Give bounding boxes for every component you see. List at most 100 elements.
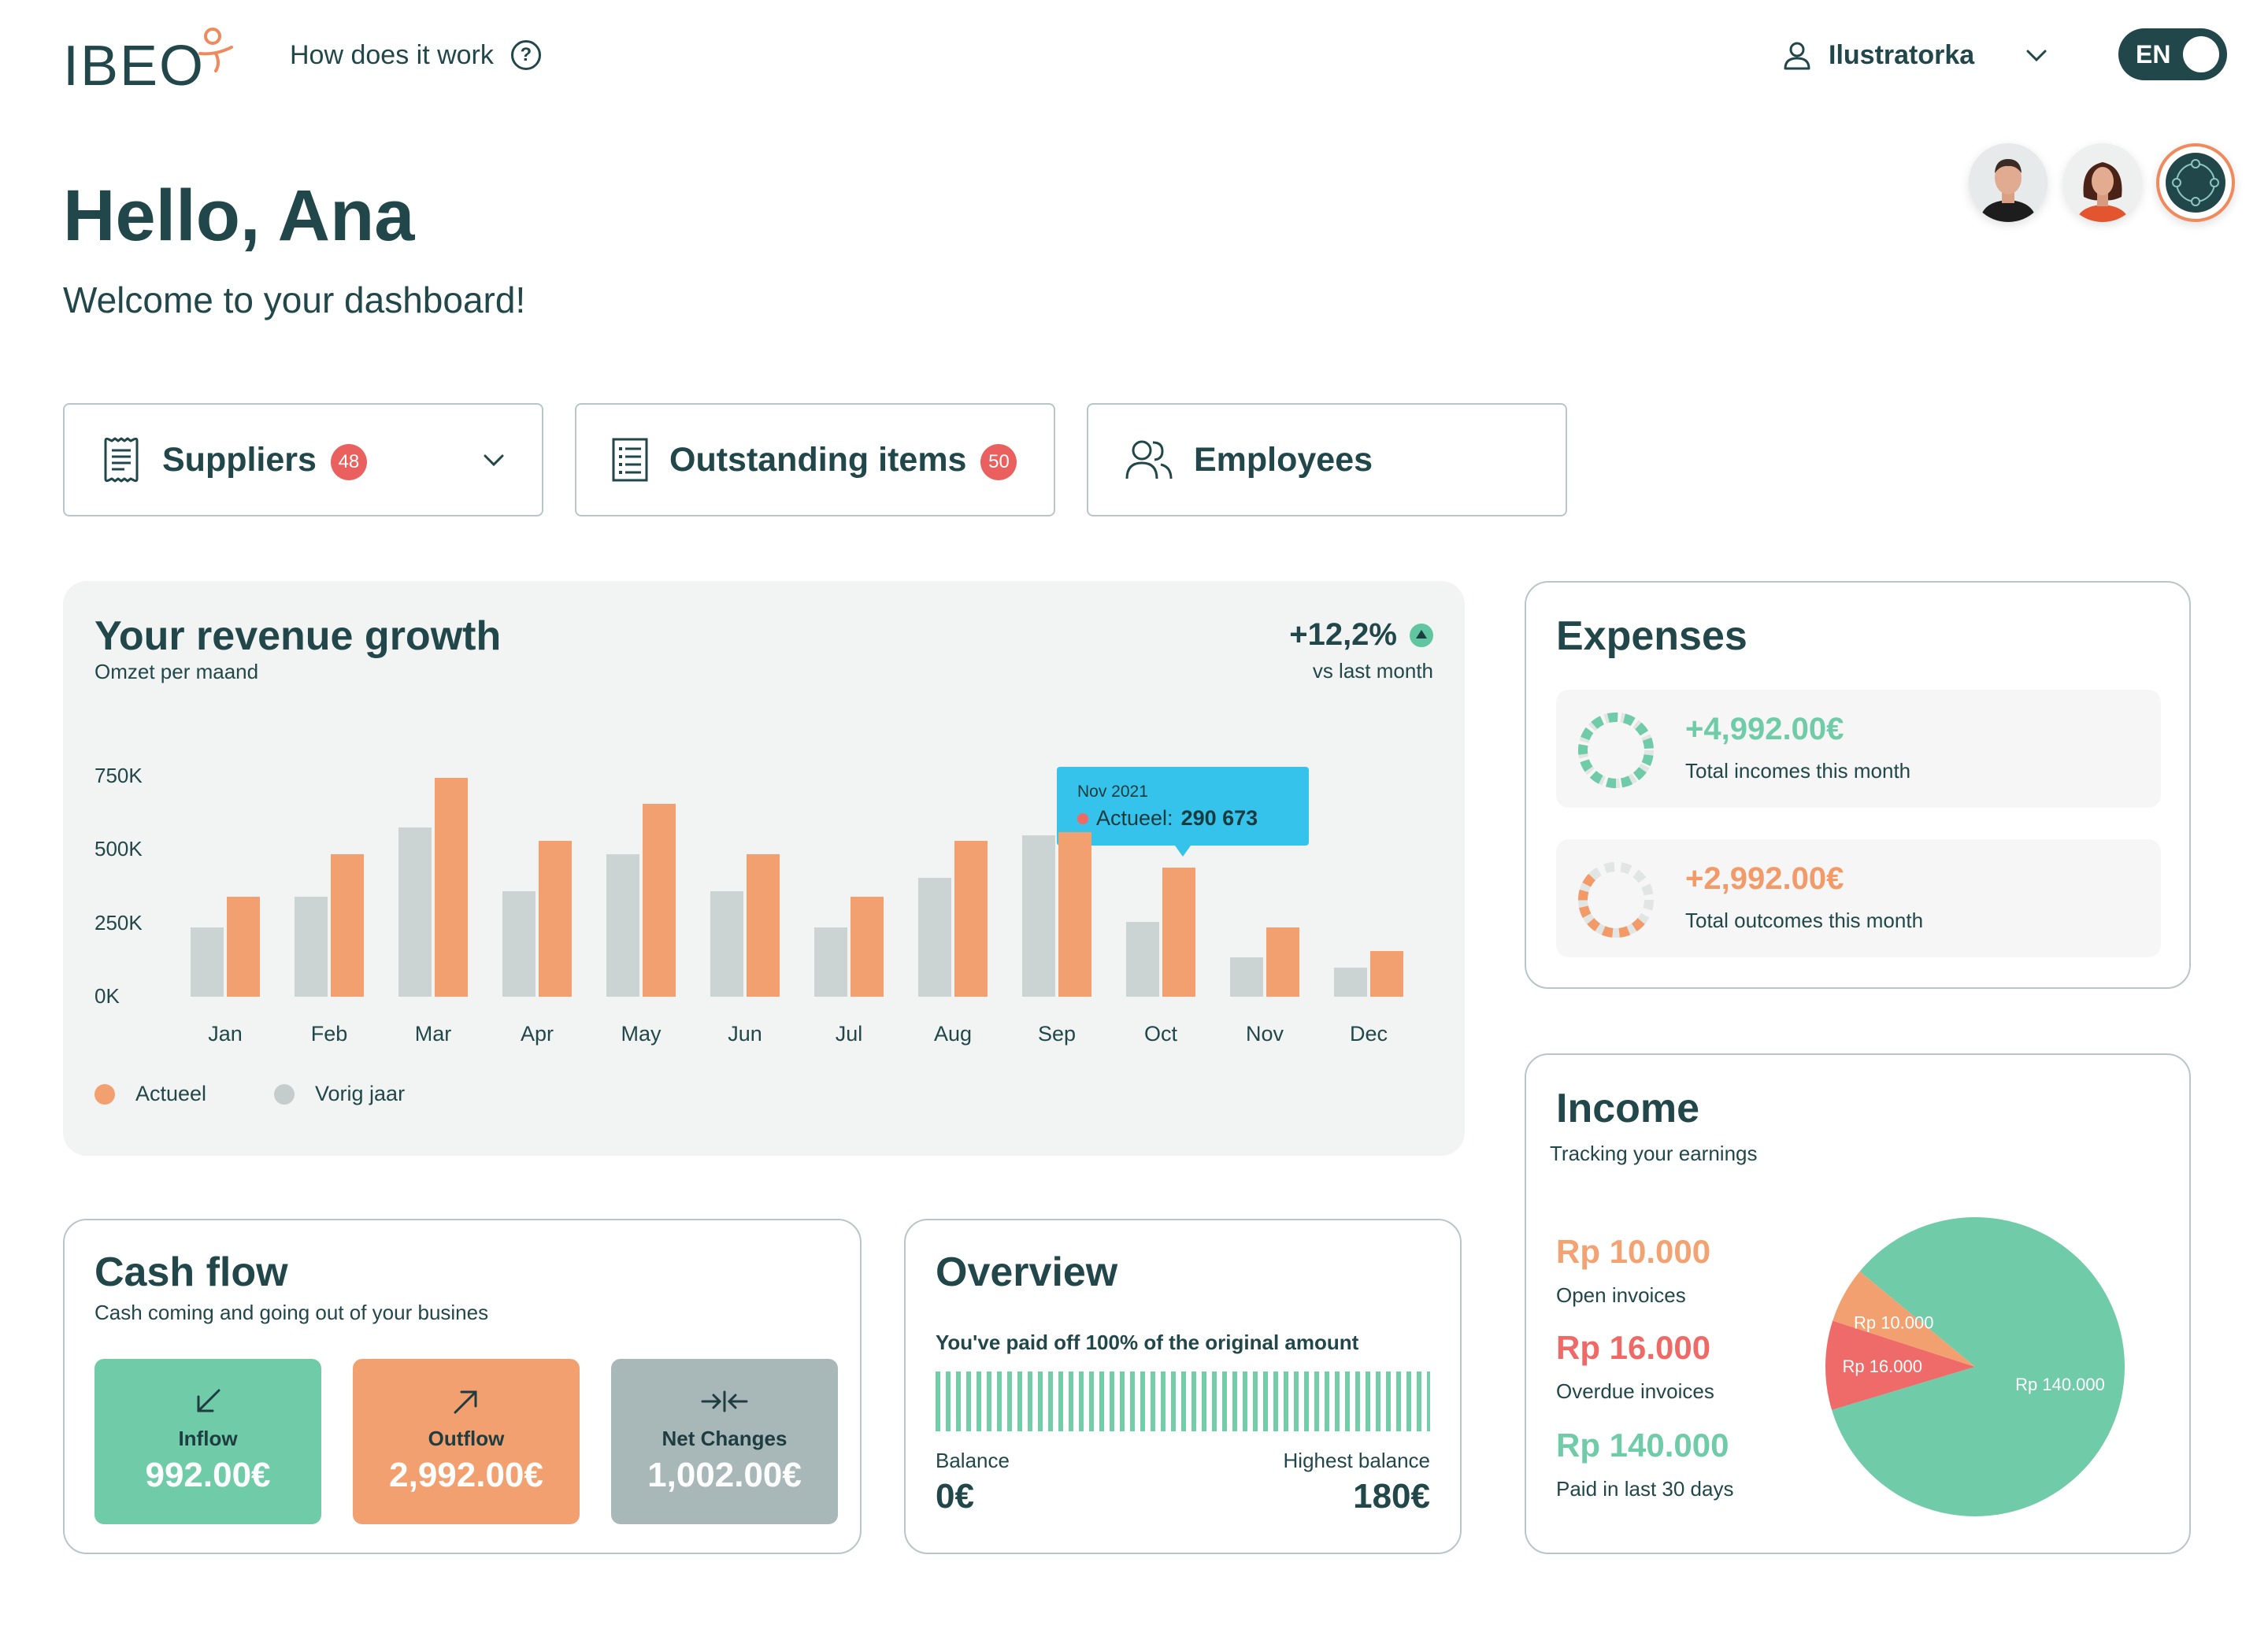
highest-balance-value: 180€ xyxy=(1353,1477,1430,1516)
suppliers-dropdown[interactable]: Suppliers 48 xyxy=(63,403,543,516)
users-icon xyxy=(1125,440,1173,479)
toggle-knob xyxy=(2183,36,2219,72)
trend-up-icon xyxy=(1410,623,1433,647)
language-toggle[interactable]: EN xyxy=(2118,28,2227,80)
x-axis-tick: Dec xyxy=(1349,1022,1388,1046)
language-label: EN xyxy=(2136,39,2171,68)
overview-title: Overview xyxy=(936,1249,1118,1295)
woman-portrait-icon xyxy=(2063,143,2142,222)
bar-actual[interactable] xyxy=(747,853,780,997)
pie-slice[interactable] xyxy=(1825,1320,1975,1410)
growth-indicator: +12,2% vs last month xyxy=(1289,617,1433,683)
inflow-value: 992.00€ xyxy=(145,1456,271,1494)
bar-previous-year[interactable] xyxy=(295,897,328,997)
how-it-works-link[interactable]: How does it work ? xyxy=(290,35,541,76)
income-title: Income xyxy=(1556,1086,1700,1131)
bar-previous-year[interactable] xyxy=(814,927,847,997)
income-summary-row[interactable]: +4,992.00€ Total incomes this month xyxy=(1556,690,2161,808)
legend-label-vorig-jaar: Vorig jaar xyxy=(315,1082,406,1105)
bar-previous-year[interactable] xyxy=(502,890,536,997)
man-portrait-icon xyxy=(1969,143,2048,222)
inflow-tile[interactable]: Inflow 992.00€ xyxy=(94,1359,321,1524)
bar-actual[interactable] xyxy=(643,804,676,997)
income-pie-chart: Rp 140.000 Rp 16.000 Rp 10.000 xyxy=(1825,1217,2125,1516)
open-invoices-amount: Rp 10.000 xyxy=(1556,1233,1711,1270)
net-changes-value: 1,002.00€ xyxy=(647,1456,802,1494)
help-icon[interactable]: ? xyxy=(510,40,541,70)
tooltip-label: Actueel: xyxy=(1096,806,1173,830)
bar-actual[interactable] xyxy=(1370,951,1403,997)
overview-card: Overview You've paid off 100% of the ori… xyxy=(904,1219,1462,1554)
bar-actual[interactable] xyxy=(435,777,468,997)
bar-previous-year[interactable] xyxy=(1022,835,1055,997)
y-axis-tick: 250K xyxy=(94,910,143,935)
cash-flow-card: Cash flow Cash coming and going out of y… xyxy=(63,1219,862,1554)
suppliers-count-badge: 48 xyxy=(330,444,367,480)
bar-previous-year[interactable] xyxy=(1126,921,1159,997)
bar-actual[interactable] xyxy=(1266,927,1299,997)
balance-value: 0€ xyxy=(936,1477,974,1516)
app-logo[interactable]: IBEO xyxy=(63,28,244,98)
pie-slice[interactable] xyxy=(1832,1217,2125,1516)
bar-previous-year[interactable] xyxy=(191,927,224,997)
logo-text: IBEO xyxy=(63,35,206,98)
y-axis-tick: 750K xyxy=(94,764,143,787)
x-axis-tick: Jun xyxy=(728,1022,762,1046)
x-axis-tick: Feb xyxy=(310,1022,348,1046)
paid-amount: Rp 140.000 xyxy=(1556,1427,1729,1464)
arrow-down-left-icon xyxy=(197,1389,220,1412)
user-menu[interactable]: Ilustratorka xyxy=(1781,35,2050,76)
bar-previous-year[interactable] xyxy=(1230,957,1263,997)
team-logo-icon xyxy=(2166,153,2225,213)
income-subtitle: Tracking your earnings xyxy=(1550,1142,1758,1165)
legend-dot-actueel xyxy=(94,1083,115,1105)
outflow-tile[interactable]: Outflow 2,992.00€ xyxy=(353,1359,580,1524)
pie-slice[interactable] xyxy=(1833,1271,1975,1367)
net-changes-tile[interactable]: Net Changes 1,002.00€ xyxy=(611,1359,838,1524)
expenses-title: Expenses xyxy=(1556,613,1747,659)
bar-actual[interactable] xyxy=(331,853,364,997)
outcome-label: Total outcomes this month xyxy=(1685,909,1924,932)
bar-actual[interactable] xyxy=(1058,831,1091,997)
chevron-down-icon xyxy=(484,454,504,467)
bar-previous-year[interactable] xyxy=(1334,967,1367,997)
avatar-team-logo[interactable] xyxy=(2156,143,2235,222)
logo-figure-icon xyxy=(198,28,233,72)
expenses-card: Expenses +4,992.00€ Total incomes this m… xyxy=(1525,581,2191,989)
outflow-label: Outflow xyxy=(428,1427,505,1450)
bar-actual[interactable] xyxy=(850,897,884,997)
x-axis-tick: Jul xyxy=(835,1022,863,1046)
bar-previous-year[interactable] xyxy=(398,827,432,997)
chevron-down-icon[interactable] xyxy=(2023,42,2050,68)
outstanding-count-badge: 50 xyxy=(980,444,1017,480)
avatar-man[interactable] xyxy=(1969,143,2048,222)
employees-button[interactable]: Employees xyxy=(1087,403,1567,516)
tooltip-value: 290 673 xyxy=(1180,806,1258,830)
bar-actual[interactable] xyxy=(227,897,260,997)
pie-slice-label: Rp 140.000 xyxy=(2015,1375,2105,1394)
bar-previous-year[interactable] xyxy=(606,853,639,997)
legend-dot-vorig-jaar xyxy=(274,1083,295,1105)
user-icon xyxy=(1784,42,1810,70)
income-card: Income Tracking your earnings Rp 10.000 … xyxy=(1525,1053,2191,1554)
x-axis-tick: Sep xyxy=(1037,1022,1077,1046)
avatar-woman[interactable] xyxy=(2063,143,2142,222)
bar-previous-year[interactable] xyxy=(710,890,743,997)
net-changes-label: Net Changes xyxy=(662,1427,788,1450)
income-label: Total incomes this month xyxy=(1685,759,1911,783)
revenue-growth-card: Your revenue growth Omzet per maand +12,… xyxy=(63,581,1465,1156)
legend-label-actueel: Actueel xyxy=(135,1082,207,1105)
overdue-invoices-amount: Rp 16.000 xyxy=(1556,1329,1711,1366)
pie-slice-label: Rp 10.000 xyxy=(1854,1312,1934,1332)
bar-actual[interactable] xyxy=(539,841,572,997)
bar-actual[interactable] xyxy=(954,841,988,997)
outcome-summary-row[interactable]: +2,992.00€ Total outcomes this month xyxy=(1556,839,2161,957)
x-axis-tick: Aug xyxy=(933,1022,973,1046)
welcome-subtitle: Welcome to your dashboard! xyxy=(63,279,526,320)
x-axis-tick: Mar xyxy=(414,1022,452,1046)
legend-vorig-jaar: Vorig jaar xyxy=(274,1082,405,1106)
bar-previous-year[interactable] xyxy=(918,877,951,997)
bar-actual[interactable] xyxy=(1162,867,1195,997)
cash-flow-subtitle: Cash coming and going out of your busine… xyxy=(94,1301,489,1324)
outstanding-items-button[interactable]: Outstanding items 50 xyxy=(575,403,1055,516)
